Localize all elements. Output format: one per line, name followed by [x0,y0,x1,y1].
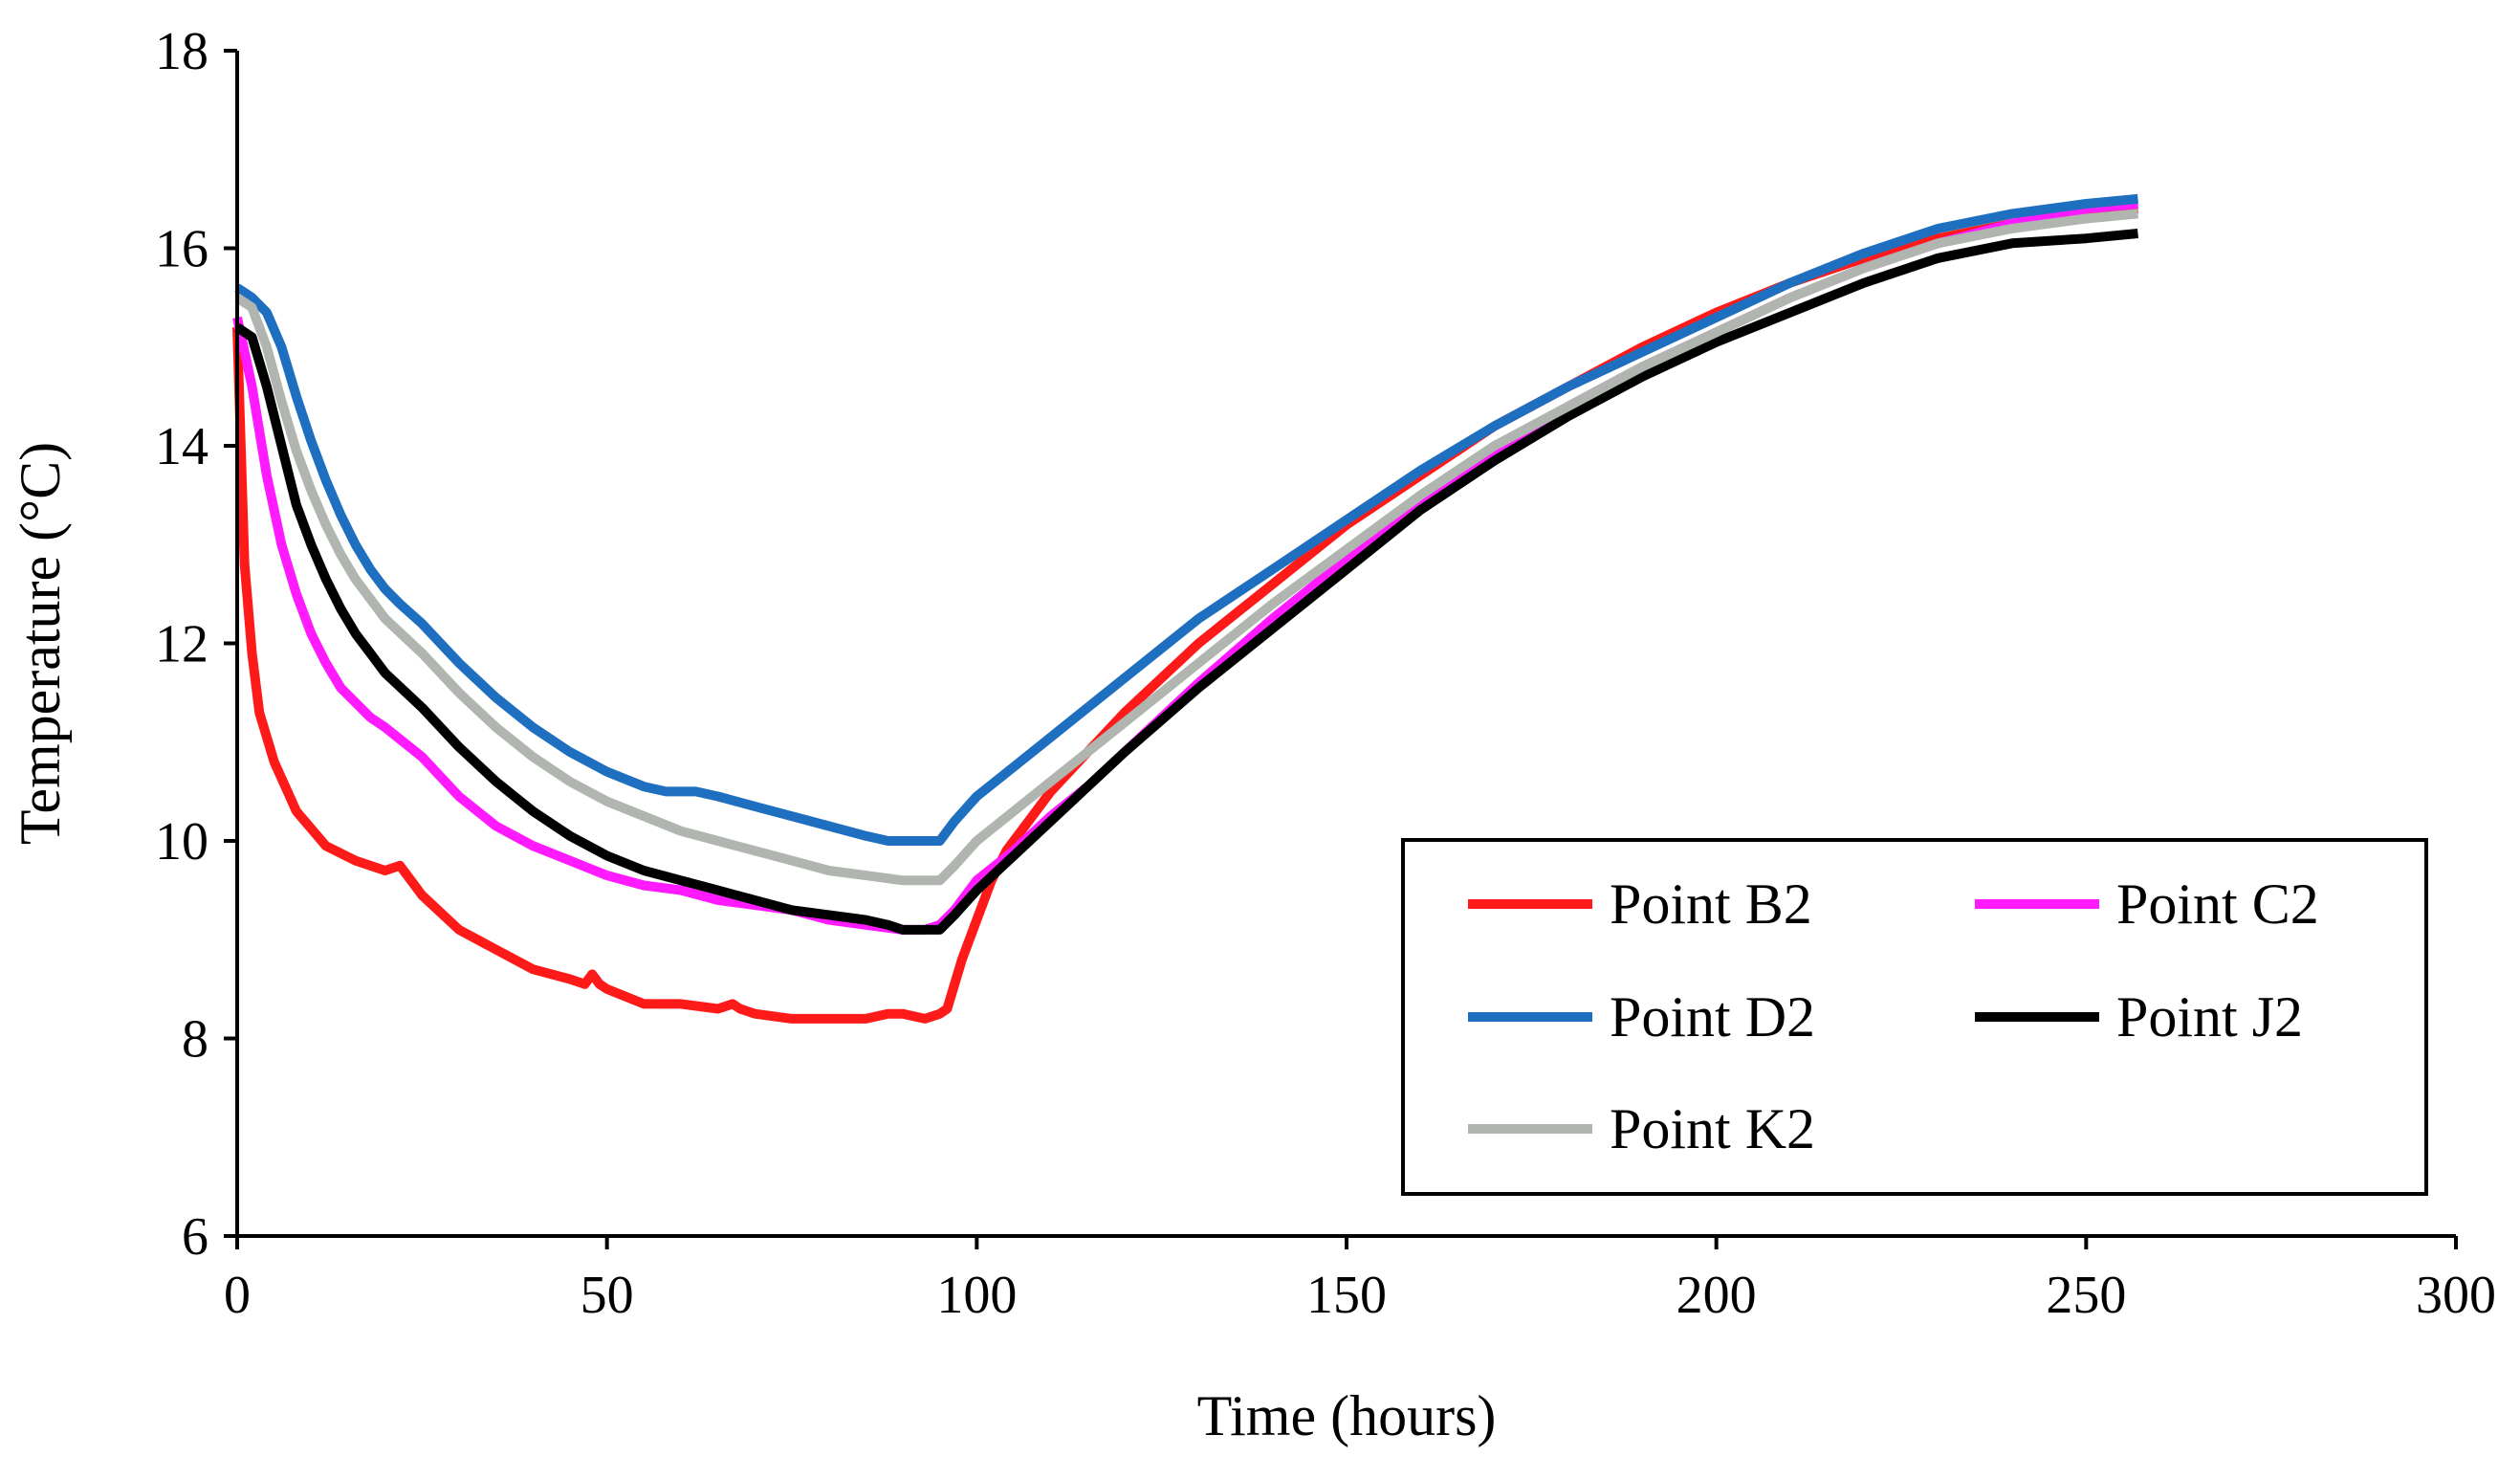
x-tick-label: 0 [224,1266,251,1325]
x-tick-label: 100 [936,1266,1017,1325]
y-tick-label: 14 [155,417,208,476]
y-tick-label: 6 [182,1207,208,1267]
series-line-point-j2 [234,229,2138,935]
y-tick-label: 10 [155,812,208,872]
x-axis-title: Time (hours) [1197,1384,1497,1447]
y-axis-title: Temperature (°C) [9,442,72,845]
series-layer [232,193,2138,1024]
legend-label-point-j2: Point J2 [2116,985,2303,1049]
y-tick-label: 16 [155,220,208,279]
y-tick-label: 12 [155,615,208,674]
y-tick-label: 18 [155,22,208,81]
legend-label-point-c2: Point C2 [2116,872,2319,936]
legend-label-point-d2: Point D2 [1610,985,1815,1049]
x-tick-label: 150 [1306,1266,1387,1325]
series-line-point-k2 [234,209,2138,886]
x-tick-label: 300 [2416,1266,2496,1325]
y-tick-label: 8 [182,1010,208,1070]
legend-label-point-b2: Point B2 [1610,872,1812,936]
series-line-point-d2 [234,193,2138,846]
x-tick-label: 250 [2046,1266,2126,1325]
x-tick-label: 50 [581,1266,634,1325]
x-tick-label: 200 [1676,1266,1757,1325]
axes-layer: 6 8 10 12 14 16 18 0 50 100 150 200 250 300 [155,22,2496,1325]
legend: Point B2 Point C2 Point D2 Point J2 Point K2 [1401,838,2428,1196]
legend-label-point-k2: Point K2 [1610,1097,1815,1160]
